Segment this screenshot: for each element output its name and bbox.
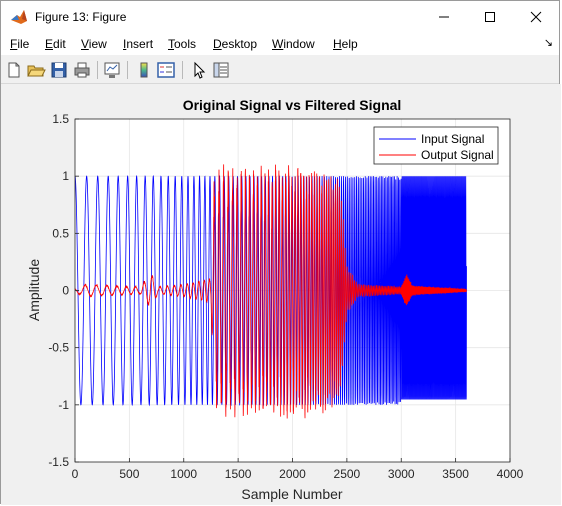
y-axis-ticks: -1.5 -1 -0.5 0 0.5 1 1.5 (48, 112, 79, 469)
print-icon[interactable] (72, 60, 92, 80)
output-signal-line[interactable] (74, 164, 467, 419)
y-tick-label: 0.5 (52, 226, 69, 240)
menu-bar: File Edit View Insert Tools Desktop Wind… (1, 33, 559, 55)
toolbar (1, 57, 559, 84)
matlab-icon (11, 10, 27, 24)
chart-title: Original Signal vs Filtered Signal (183, 97, 402, 113)
y-tick-label: 1 (62, 169, 69, 183)
y-tick-label: -1 (58, 398, 69, 412)
save-icon[interactable] (49, 60, 69, 80)
menu-view[interactable]: View (81, 37, 107, 51)
y-tick-label: -1.5 (48, 455, 69, 469)
figure-canvas[interactable]: Original Signal vs Filtered Signal 0 500 1… (1, 84, 561, 505)
x-axis-ticks: 0 500 1000 1500 2000 2500 3000 3500 4000 (72, 458, 524, 481)
link-plot-icon[interactable] (102, 60, 122, 80)
menu-desktop[interactable]: Desktop (213, 37, 258, 51)
legend-box (373, 126, 499, 165)
dock-arrow-icon[interactable]: ↘ (543, 37, 553, 49)
x-tick-label: 1500 (225, 467, 252, 481)
edit-plot-icon[interactable] (189, 60, 209, 80)
insert-legend-icon[interactable] (156, 60, 176, 80)
legend-label-output: Output Signal (421, 148, 494, 162)
x-tick-label: 2000 (279, 467, 306, 481)
menu-file[interactable]: File (10, 37, 30, 51)
x-tick-label: 2500 (334, 467, 361, 481)
toolbar-separator (97, 61, 98, 79)
title-bar[interactable]: Figure 13: Figure (1, 1, 559, 33)
menu-edit[interactable]: Edit (45, 37, 66, 51)
x-tick-label: 1000 (170, 467, 197, 481)
x-tick-label: 500 (119, 467, 139, 481)
close-button[interactable] (513, 1, 559, 33)
close-icon (530, 11, 542, 23)
minimize-button[interactable] (421, 1, 467, 33)
legend[interactable]: Input Signal Output Signal (373, 126, 499, 165)
x-tick-label: 0 (72, 467, 79, 481)
y-tick-label: 1.5 (52, 112, 69, 126)
menu-window[interactable]: Window (272, 37, 315, 51)
line-chart[interactable]: Original Signal vs Filtered Signal 0 500 1… (1, 84, 561, 505)
new-figure-icon[interactable] (4, 60, 24, 80)
y-axis-label: Amplitude (26, 259, 42, 321)
toolbar-separator (182, 61, 183, 79)
maximize-icon (485, 12, 495, 22)
maximize-button[interactable] (467, 1, 513, 33)
insert-colorbar-icon[interactable] (134, 60, 154, 80)
minimize-icon (439, 16, 449, 18)
property-inspector-icon[interactable] (211, 60, 231, 80)
x-tick-label: 3000 (388, 467, 415, 481)
menu-insert[interactable]: Insert (123, 37, 154, 51)
x-axis-label: Sample Number (241, 486, 342, 502)
y-tick-label: 0 (62, 284, 69, 298)
open-icon[interactable] (26, 60, 46, 80)
series-output-signal[interactable] (74, 164, 467, 419)
window-title: Figure 13: Figure (35, 10, 127, 24)
x-tick-label: 3500 (442, 467, 469, 481)
menu-tools[interactable]: Tools (168, 37, 197, 51)
y-tick-label: -0.5 (48, 341, 69, 355)
legend-label-input: Input Signal (421, 132, 484, 146)
menu-help[interactable]: Help (333, 37, 358, 51)
x-tick-label: 4000 (497, 467, 524, 481)
toolbar-separator (127, 61, 128, 79)
